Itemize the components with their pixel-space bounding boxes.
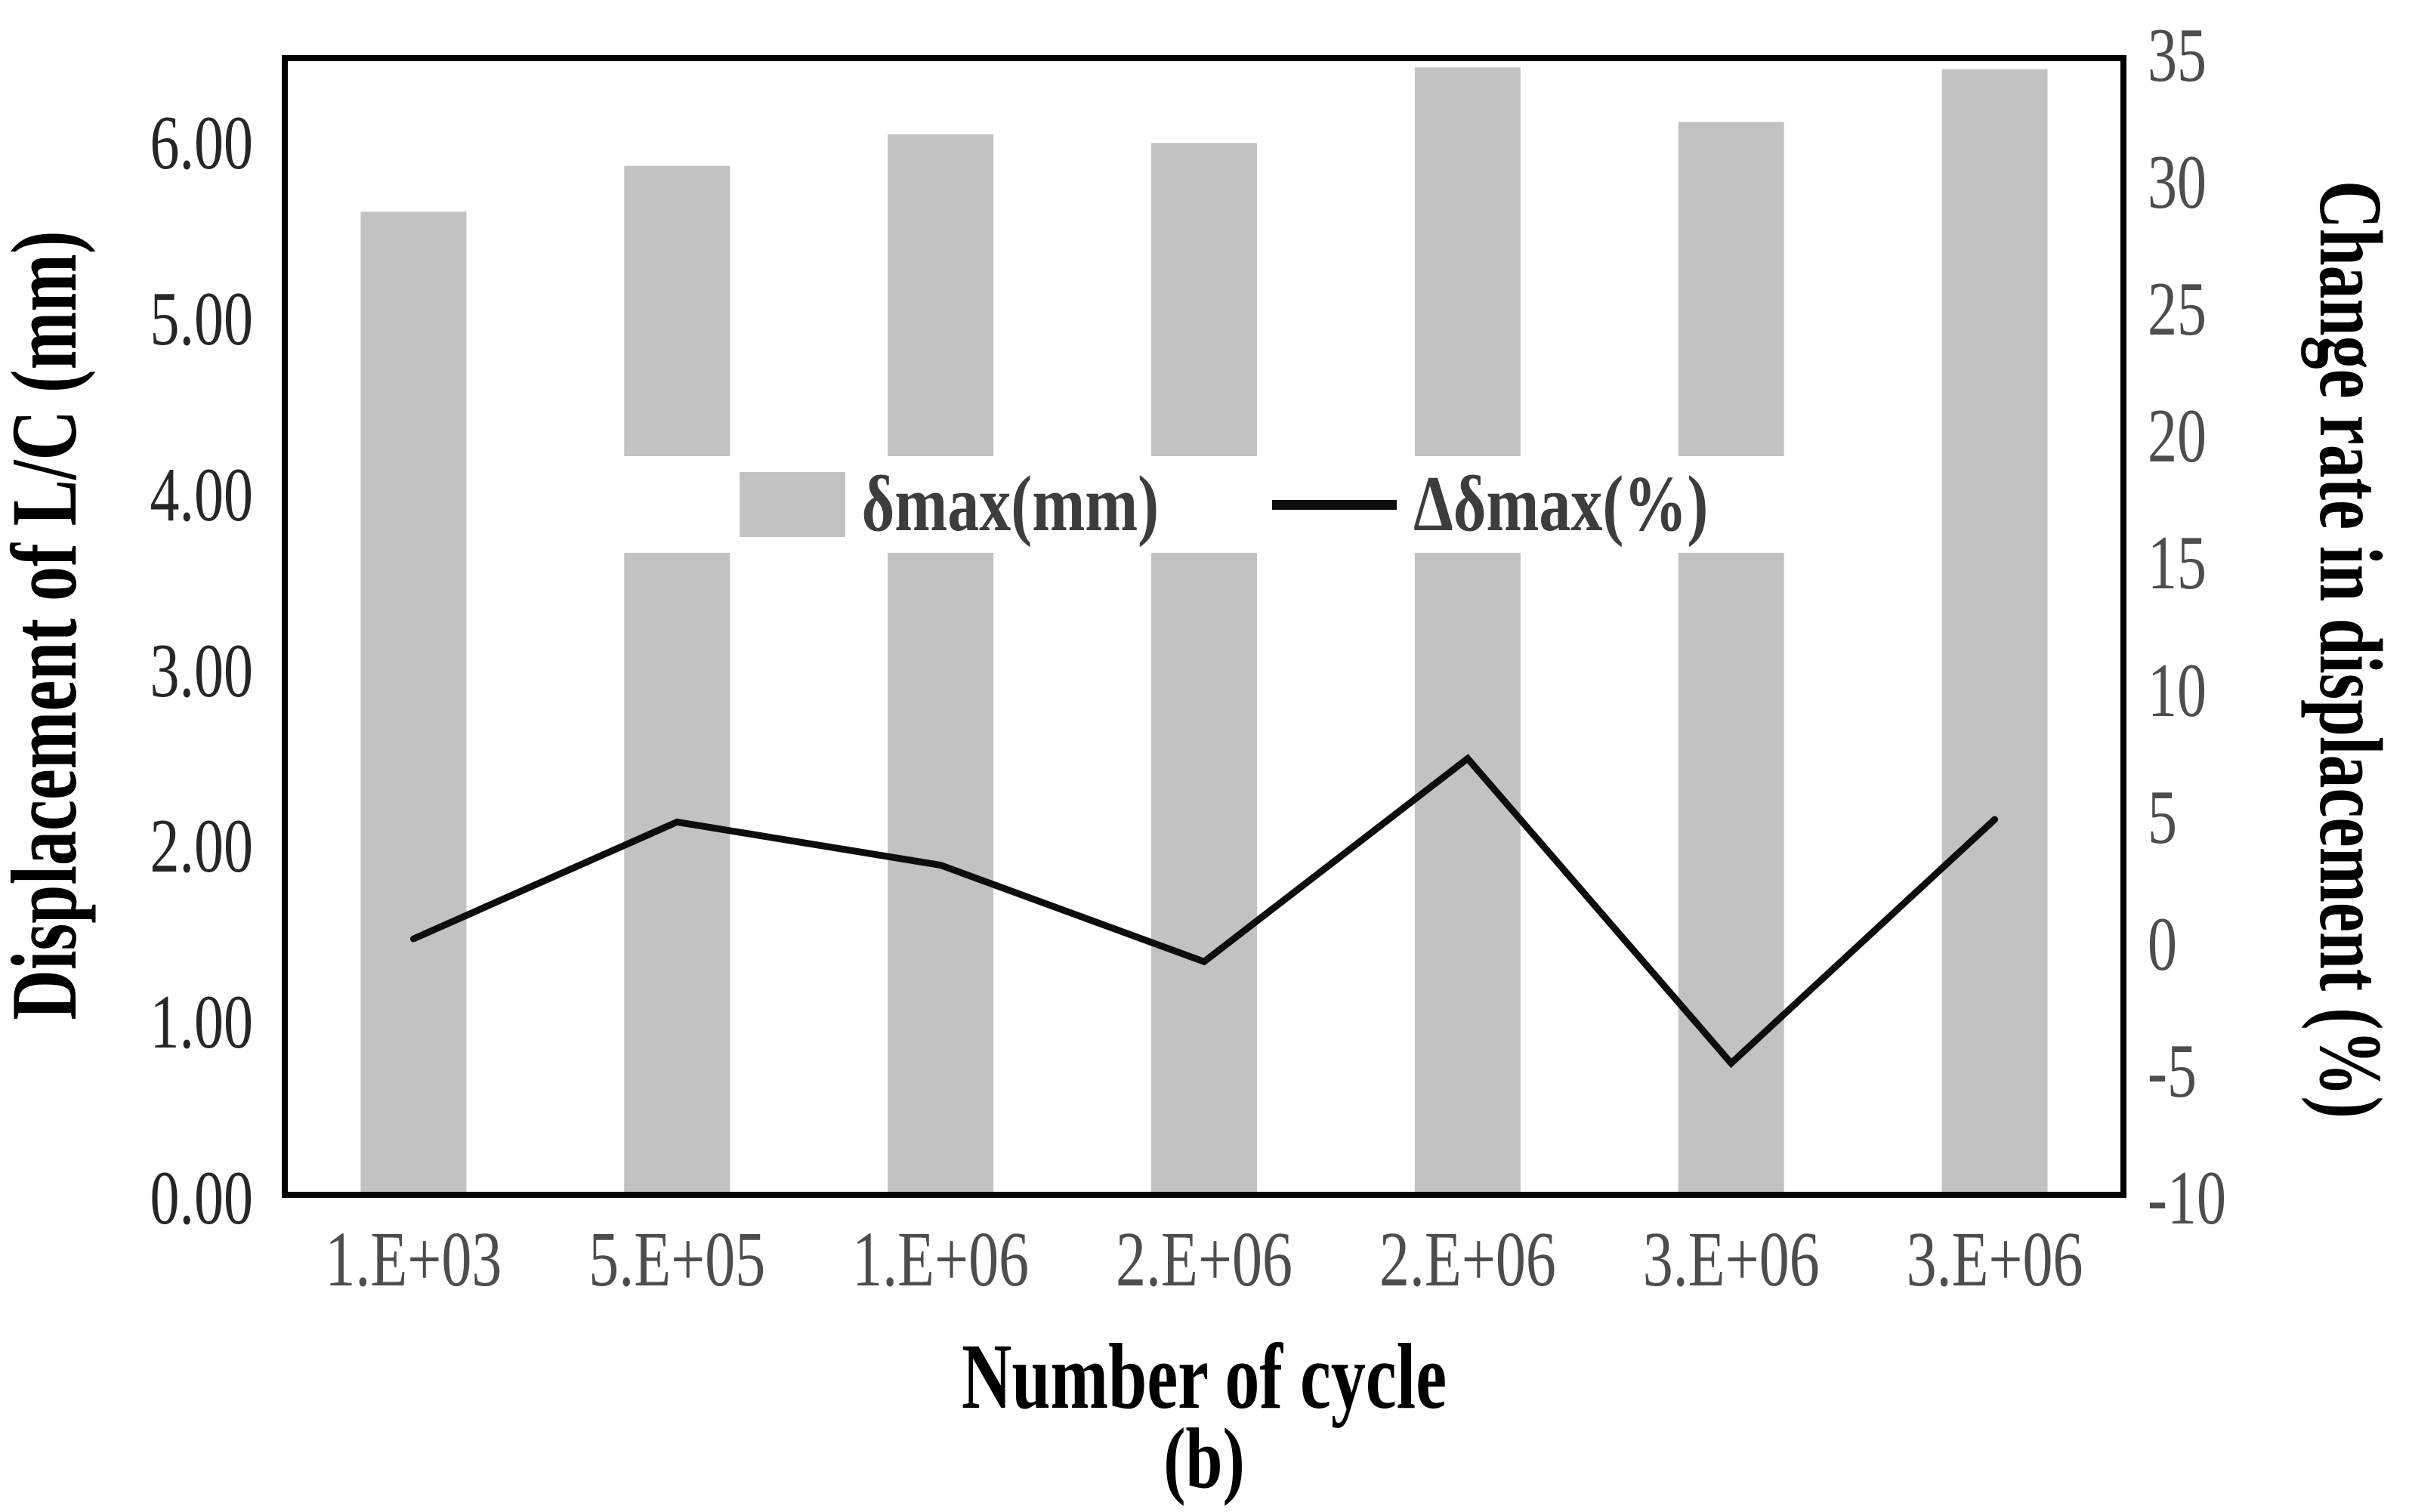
bar-2.E+06	[1151, 143, 1257, 1198]
right-axis-tick-label: 15	[2148, 520, 2207, 606]
bar-series-legend-swatch	[739, 472, 845, 537]
left-axis-tick-label: 1.00	[150, 979, 254, 1065]
right-axis-tick-label: 0	[2148, 900, 2177, 986]
left-axis-tick-label: 4.00	[150, 451, 254, 537]
bar-3.E+06	[1678, 122, 1784, 1198]
line-series-legend-label: Δδmax(%)	[1413, 460, 1709, 548]
bar-1.E+03	[360, 211, 467, 1198]
left-axis-tick-label: 2.00	[150, 803, 254, 889]
bar-2.E+06	[1414, 67, 1521, 1198]
bar-1.E+06	[888, 134, 994, 1198]
right-axis-tick-label: 35	[2148, 11, 2207, 97]
plot-border	[282, 55, 2126, 1198]
right-axis-tick-label: 20	[2148, 393, 2207, 479]
left-axis-tick-label: 3.00	[150, 627, 254, 713]
x-axis-title: Number of cycle	[961, 1324, 1447, 1428]
bar-5.E+05	[624, 165, 730, 1198]
right-axis-tick-label: 10	[2148, 646, 2207, 733]
bar-3.E+06	[1941, 69, 2048, 1198]
x-axis-tick-label: 2.E+06	[1379, 1216, 1556, 1304]
right-axis-tick-label: 25	[2148, 266, 2207, 352]
x-axis-tick-label: 1.E+06	[852, 1216, 1030, 1304]
line-series-legend-swatch	[1272, 499, 1397, 510]
right-axis-tick-label: -10	[2148, 1154, 2226, 1240]
legend: δmax(mm) Δδmax(%)	[619, 456, 1828, 553]
x-axis-tick-label: 3.E+06	[1906, 1216, 2083, 1304]
x-axis-tick-label: 5.E+05	[588, 1216, 766, 1304]
left-axis-tick-label: 5.00	[150, 275, 254, 362]
figure-caption: (b)	[1163, 1412, 1245, 1507]
x-axis-tick-label: 3.E+06	[1642, 1216, 1820, 1304]
plot-area	[282, 55, 2126, 1198]
x-axis-tick-label: 1.E+03	[325, 1216, 502, 1304]
left-axis-tick-label: 6.00	[150, 100, 254, 186]
right-axis-tick-label: 30	[2148, 138, 2207, 225]
line-series	[409, 754, 1999, 1069]
x-axis-tick-label: 2.E+06	[1116, 1216, 1292, 1304]
right-axis-tick-label: 5	[2148, 773, 2177, 859]
bar-series-legend-label: δmax(mm)	[861, 460, 1160, 548]
right-axis-tick-label: -5	[2148, 1027, 2197, 1113]
left-axis-tick-label: 0.00	[150, 1154, 254, 1240]
